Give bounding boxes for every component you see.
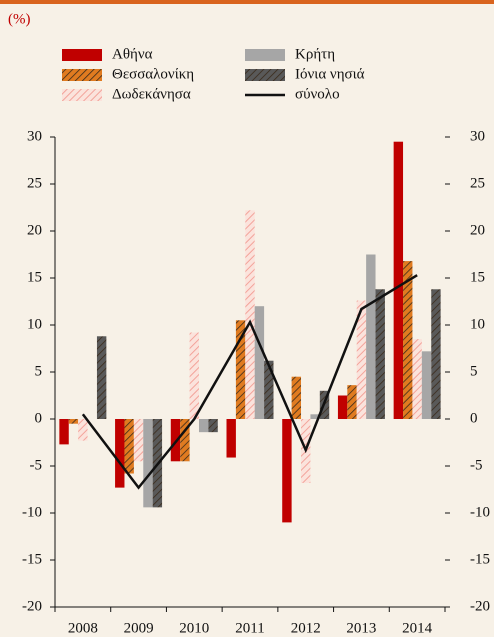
bar bbox=[180, 419, 190, 462]
y-tick-label: 15 bbox=[27, 269, 42, 285]
bar bbox=[170, 419, 181, 462]
bar bbox=[133, 419, 144, 462]
bar bbox=[356, 300, 367, 419]
legend-swatch bbox=[245, 69, 285, 81]
legend-swatch bbox=[245, 49, 285, 61]
legend-label: Δωδεκάνησα bbox=[112, 86, 191, 102]
y-tick-label: 0 bbox=[35, 410, 43, 426]
y2-tick-label: -20 bbox=[470, 598, 490, 614]
bar bbox=[143, 419, 153, 508]
y2-tick-label: 10 bbox=[470, 316, 485, 332]
y2-tick-label: -15 bbox=[470, 551, 490, 567]
y2-tick-label: 5 bbox=[470, 363, 478, 379]
bar bbox=[310, 414, 320, 419]
bar bbox=[68, 419, 79, 424]
y-tick-label: 5 bbox=[35, 363, 43, 379]
bar bbox=[115, 419, 125, 488]
bar bbox=[59, 419, 69, 445]
y2-tick-label: -10 bbox=[470, 504, 490, 520]
y-tick-label: -10 bbox=[22, 504, 42, 520]
bar bbox=[421, 351, 432, 419]
line bbox=[81, 274, 418, 490]
y2-tick-label: 25 bbox=[470, 175, 485, 191]
x-tick-label: 2012 bbox=[291, 620, 321, 636]
bar bbox=[78, 419, 88, 441]
bar bbox=[347, 385, 357, 419]
legend-swatch bbox=[62, 49, 102, 61]
x-tick-label: 2010 bbox=[179, 620, 209, 636]
bar bbox=[291, 376, 302, 419]
unit-label: (%) bbox=[8, 11, 31, 27]
bar bbox=[412, 339, 422, 419]
y-tick-label: 30 bbox=[27, 128, 42, 144]
y-tick-label: 25 bbox=[27, 175, 42, 191]
bar bbox=[96, 336, 107, 419]
x-tick-label: 2014 bbox=[402, 620, 433, 636]
bar bbox=[264, 360, 274, 419]
bar bbox=[226, 419, 236, 458]
legend-label: σύνολο bbox=[295, 86, 340, 102]
y-tick-label: 10 bbox=[27, 316, 42, 332]
bar bbox=[403, 261, 413, 419]
bar bbox=[282, 419, 292, 523]
bar bbox=[375, 289, 385, 419]
x-tick-label: 2013 bbox=[346, 620, 376, 636]
x-tick-label: 2011 bbox=[235, 620, 264, 636]
legend-swatch bbox=[62, 89, 102, 101]
bar bbox=[337, 395, 348, 419]
legend-label: Κρήτη bbox=[295, 46, 335, 62]
y2-tick-label: 15 bbox=[470, 269, 485, 285]
bar bbox=[198, 419, 209, 433]
bar bbox=[393, 141, 404, 419]
y-tick-label: -20 bbox=[22, 598, 42, 614]
y2-tick-label: 30 bbox=[470, 128, 485, 144]
bar bbox=[189, 332, 199, 419]
bar bbox=[366, 254, 376, 419]
y-tick-label: 20 bbox=[27, 222, 42, 238]
y2-tick-label: 20 bbox=[470, 222, 485, 238]
legend-label: Θεσσαλονίκη bbox=[112, 66, 194, 82]
bar bbox=[431, 289, 441, 419]
legend-label: Αθήνα bbox=[112, 46, 153, 62]
top-rule bbox=[0, 0, 494, 4]
bar bbox=[235, 320, 246, 419]
bar bbox=[245, 210, 255, 419]
bar bbox=[208, 419, 218, 433]
y-tick-label: -15 bbox=[22, 551, 42, 567]
y-tick-label: -5 bbox=[30, 457, 43, 473]
bar bbox=[254, 306, 265, 419]
y2-tick-label: 0 bbox=[470, 410, 478, 426]
legend-label: Ιόνια νησιά bbox=[295, 66, 365, 82]
x-tick-label: 2009 bbox=[124, 620, 154, 636]
bar bbox=[124, 419, 134, 474]
legend-swatch bbox=[62, 69, 102, 81]
x-tick-label: 2008 bbox=[68, 620, 98, 636]
y2-tick-label: -5 bbox=[470, 457, 483, 473]
